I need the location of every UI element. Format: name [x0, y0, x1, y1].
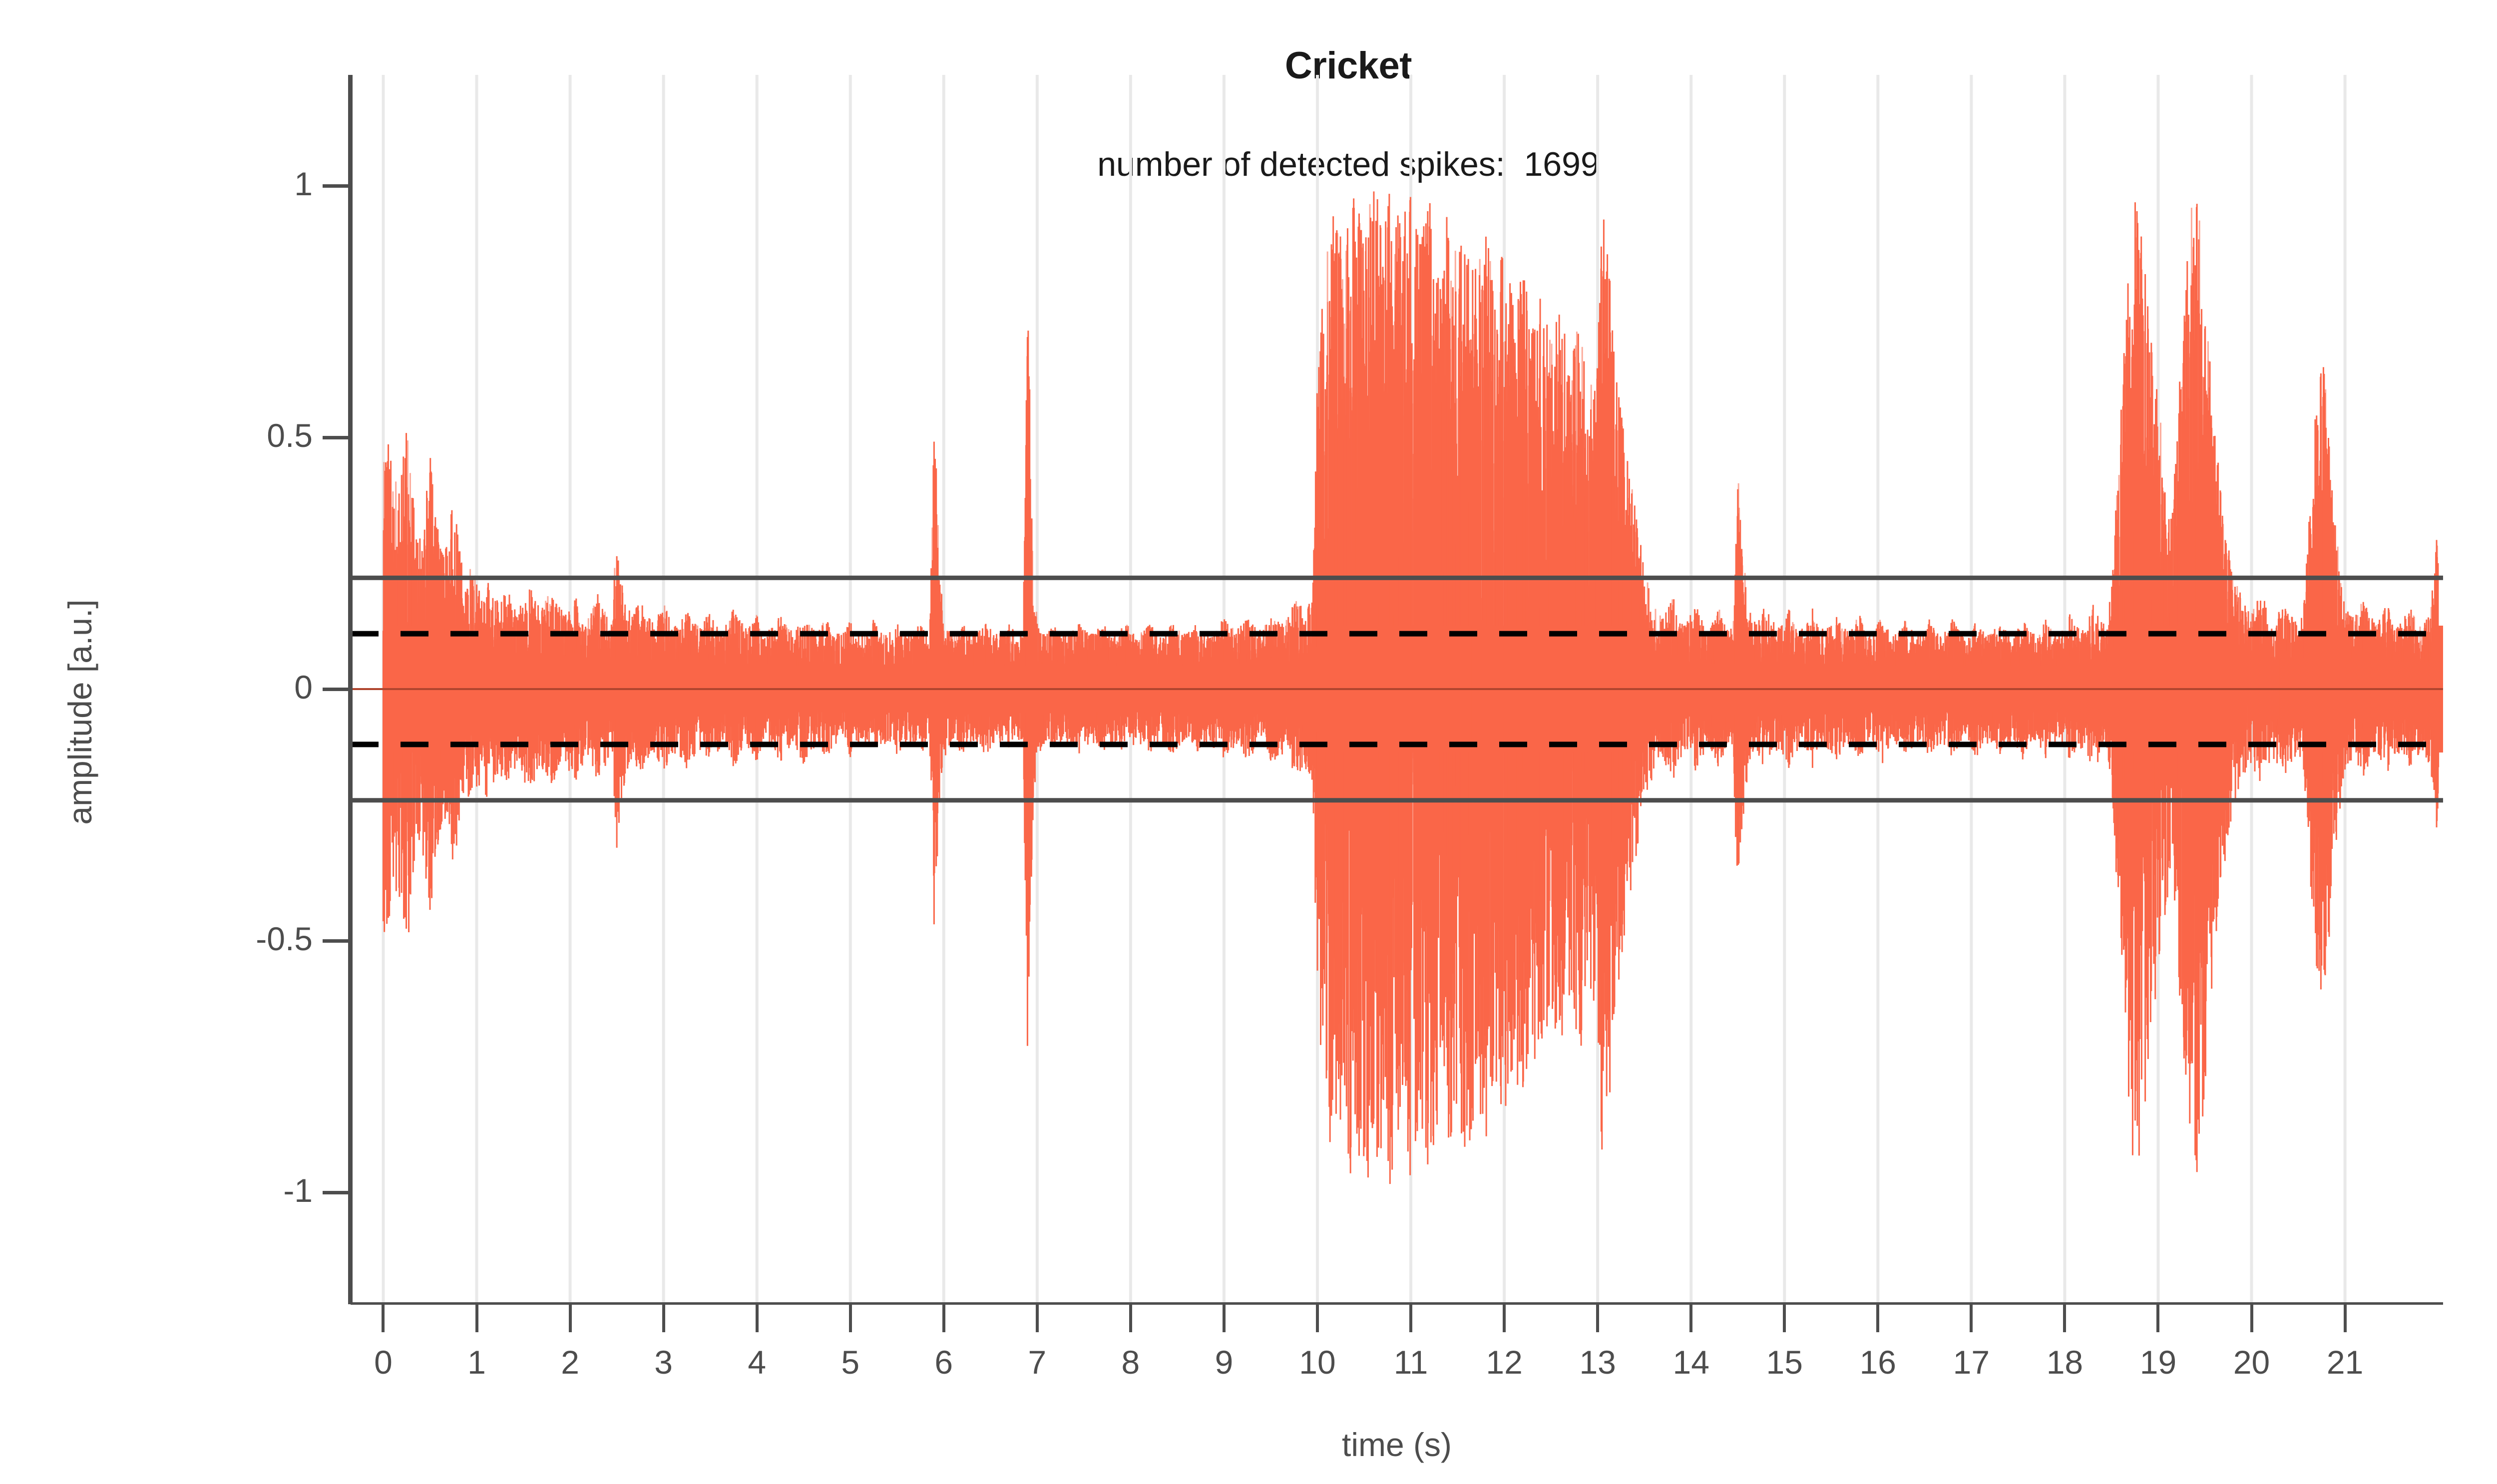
y-tick-label: -0.5	[256, 920, 313, 958]
x-tick-label: 1	[467, 1344, 486, 1381]
y-tick-label: 0.5	[267, 416, 313, 454]
x-tick-label: 6	[934, 1344, 953, 1381]
y-tick-mark	[323, 939, 350, 943]
x-tick-mark	[942, 1305, 945, 1332]
x-tick-mark	[1503, 1305, 1506, 1332]
x-tick-mark	[1316, 1305, 1319, 1332]
x-tick-mark	[1689, 1305, 1693, 1332]
x-tick-label: 12	[1486, 1344, 1523, 1381]
x-tick-label: 8	[1121, 1344, 1140, 1381]
x-tick-mark	[2156, 1305, 2160, 1332]
x-tick-mark	[1222, 1305, 1226, 1332]
x-tick-label: 16	[1859, 1344, 1897, 1381]
x-tick-label: 3	[654, 1344, 673, 1381]
x-tick-mark	[1409, 1305, 1413, 1332]
x-tick-label: 20	[2233, 1344, 2270, 1381]
y-tick-mark	[323, 1191, 350, 1195]
x-tick-mark	[1129, 1305, 1132, 1332]
y-tick-label: 1	[294, 165, 313, 202]
x-tick-label: 15	[1766, 1344, 1803, 1381]
x-tick-mark	[848, 1305, 852, 1332]
x-tick-label: 9	[1215, 1344, 1234, 1381]
y-axis-label: amplitude [a.u.]	[61, 599, 98, 825]
x-tick-mark	[1876, 1305, 1880, 1332]
page-title: Cricket	[1284, 44, 1412, 87]
x-tick-label: 2	[561, 1344, 579, 1381]
waveform-trace	[382, 191, 2443, 1184]
y-tick-mark	[323, 435, 350, 439]
x-tick-label: 11	[1393, 1344, 1428, 1381]
x-tick-label: 7	[1028, 1344, 1047, 1381]
x-tick-label: 10	[1299, 1344, 1336, 1381]
x-tick-mark	[568, 1305, 572, 1332]
x-tick-mark	[475, 1305, 478, 1332]
x-axis-spine	[351, 1302, 2443, 1305]
x-tick-mark	[2063, 1305, 2067, 1332]
x-tick-label: 19	[2139, 1344, 2177, 1381]
x-tick-label: 18	[2046, 1344, 2083, 1381]
x-tick-label: 5	[841, 1344, 860, 1381]
chart-subtitle: number of detected spikes: 1699	[1097, 145, 1600, 183]
y-tick-mark	[323, 184, 350, 188]
x-tick-label: 21	[2326, 1344, 2364, 1381]
x-tick-label: 17	[1953, 1344, 1990, 1381]
x-axis-label: time (s)	[1342, 1426, 1452, 1463]
x-tick-label: 4	[748, 1344, 767, 1381]
x-tick-mark	[2343, 1305, 2347, 1332]
x-tick-mark	[2250, 1305, 2253, 1332]
x-tick-mark	[382, 1305, 385, 1332]
x-tick-label: 0	[374, 1344, 393, 1381]
y-tick-label: -1	[283, 1172, 313, 1209]
x-tick-mark	[1783, 1305, 1786, 1332]
threshold-lines	[351, 575, 2443, 803]
x-tick-label: 14	[1672, 1344, 1709, 1381]
plot-area	[351, 75, 2443, 1303]
x-tick-mark	[755, 1305, 759, 1332]
x-tick-mark	[662, 1305, 665, 1332]
waveform-svg	[351, 75, 2443, 1303]
y-tick-label: 0	[294, 669, 313, 706]
y-axis-spine	[348, 75, 353, 1304]
y-tick-mark	[323, 688, 350, 691]
x-tick-label: 13	[1579, 1344, 1616, 1381]
x-tick-mark	[1035, 1305, 1039, 1332]
x-tick-mark	[1596, 1305, 1600, 1332]
x-tick-mark	[1970, 1305, 1973, 1332]
